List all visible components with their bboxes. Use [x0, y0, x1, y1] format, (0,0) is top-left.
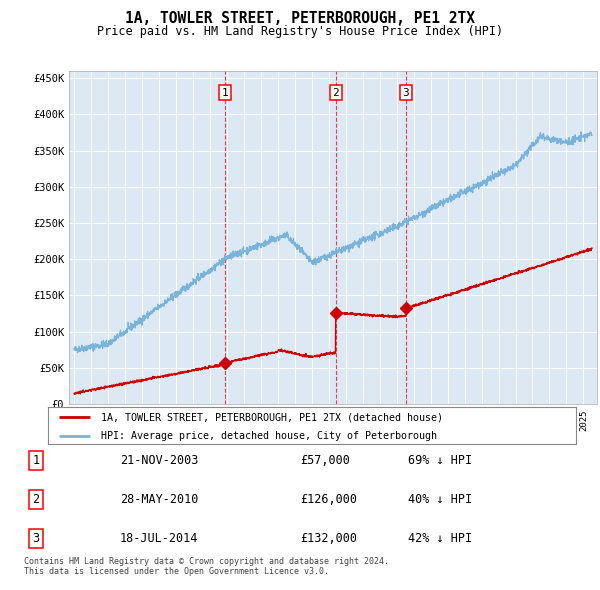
Text: 2: 2 — [332, 87, 339, 97]
Text: 3: 3 — [403, 87, 409, 97]
Text: 1: 1 — [221, 87, 229, 97]
Text: 2: 2 — [32, 493, 40, 506]
Text: 69% ↓ HPI: 69% ↓ HPI — [408, 454, 472, 467]
Text: 40% ↓ HPI: 40% ↓ HPI — [408, 493, 472, 506]
Text: 28-MAY-2010: 28-MAY-2010 — [120, 493, 199, 506]
Text: HPI: Average price, detached house, City of Peterborough: HPI: Average price, detached house, City… — [101, 431, 437, 441]
Text: 1A, TOWLER STREET, PETERBOROUGH, PE1 2TX (detached house): 1A, TOWLER STREET, PETERBOROUGH, PE1 2TX… — [101, 412, 443, 422]
Text: Price paid vs. HM Land Registry's House Price Index (HPI): Price paid vs. HM Land Registry's House … — [97, 25, 503, 38]
Text: 42% ↓ HPI: 42% ↓ HPI — [408, 532, 472, 545]
Text: £126,000: £126,000 — [300, 493, 357, 506]
Text: Contains HM Land Registry data © Crown copyright and database right 2024.
This d: Contains HM Land Registry data © Crown c… — [24, 557, 389, 576]
Text: 21-NOV-2003: 21-NOV-2003 — [120, 454, 199, 467]
Text: £57,000: £57,000 — [300, 454, 350, 467]
Text: 3: 3 — [32, 532, 40, 545]
Text: 1A, TOWLER STREET, PETERBOROUGH, PE1 2TX: 1A, TOWLER STREET, PETERBOROUGH, PE1 2TX — [125, 11, 475, 25]
Text: 18-JUL-2014: 18-JUL-2014 — [120, 532, 199, 545]
Text: £132,000: £132,000 — [300, 532, 357, 545]
Text: 1: 1 — [32, 454, 40, 467]
